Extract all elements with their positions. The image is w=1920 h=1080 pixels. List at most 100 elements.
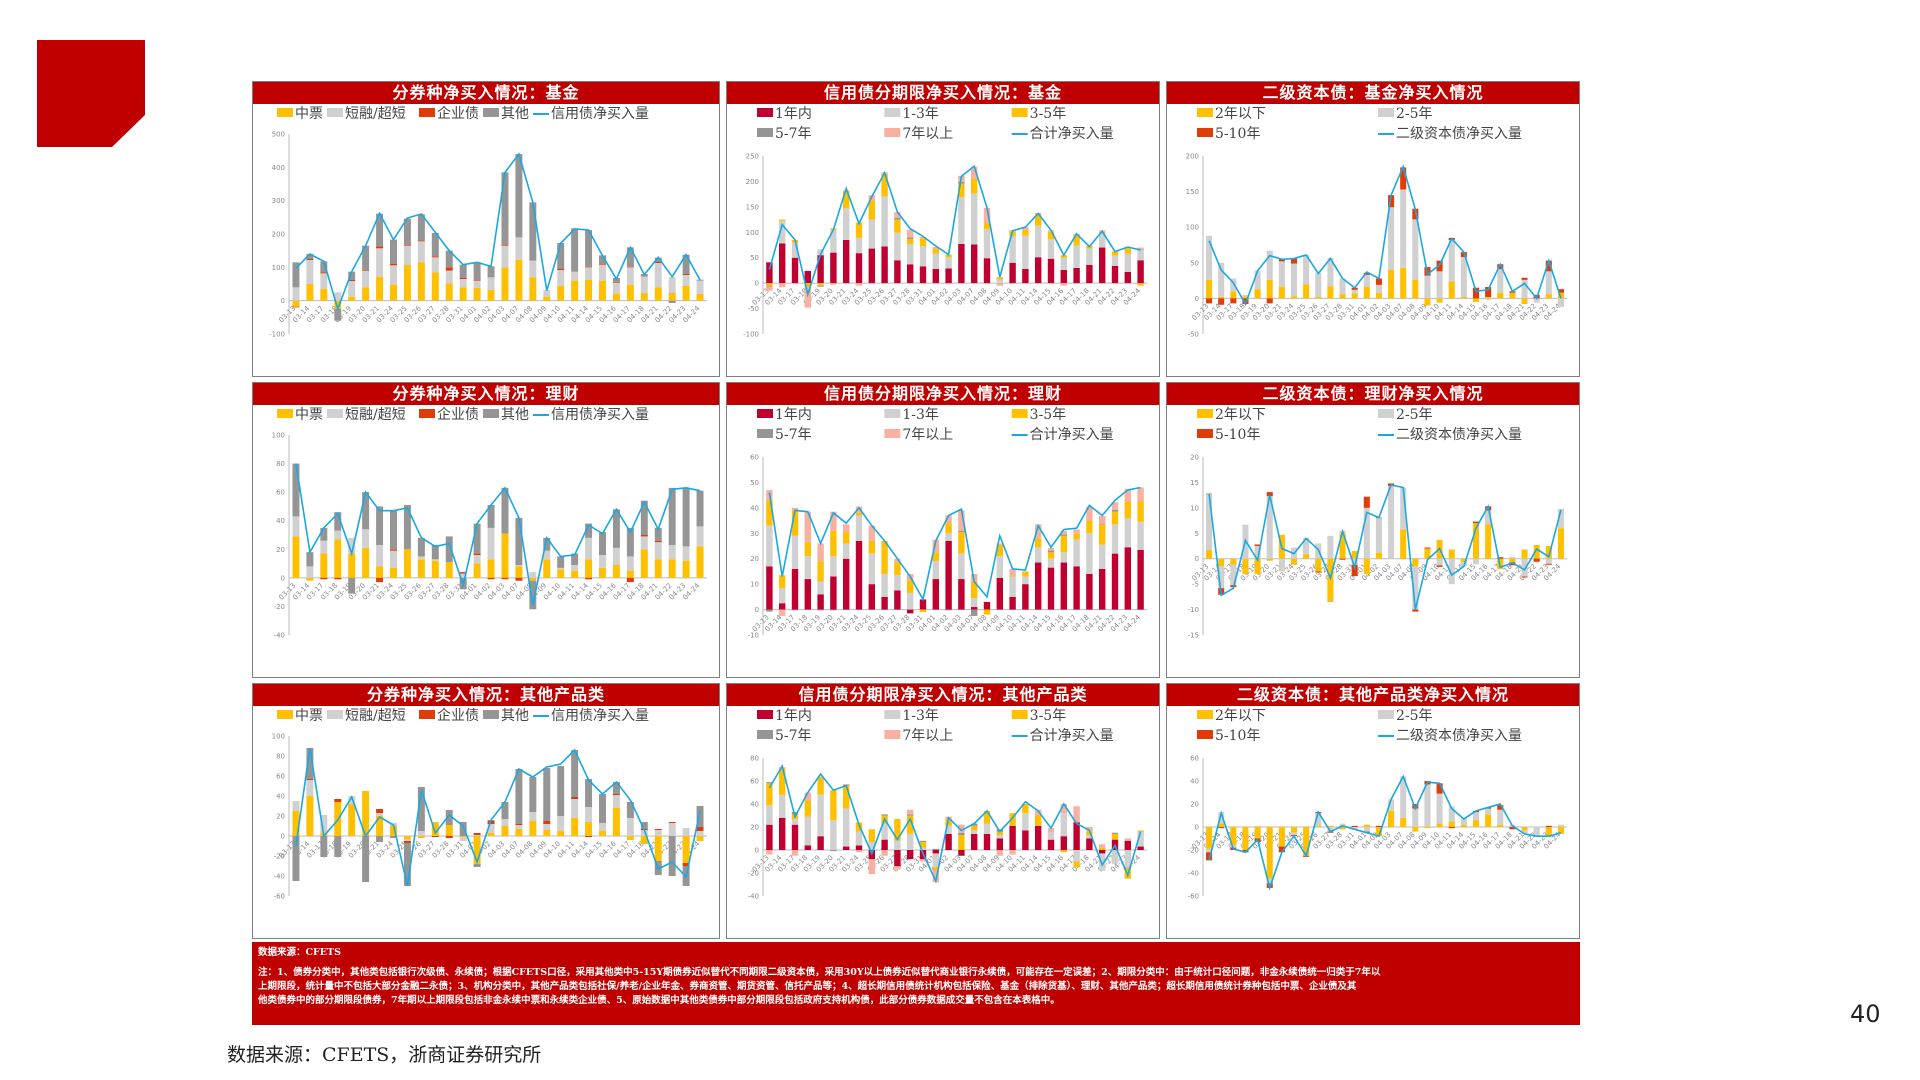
y-tick-label: 60 xyxy=(750,778,759,786)
bar-segment xyxy=(585,280,593,301)
bar-segment xyxy=(306,566,314,578)
total-net-buy-line xyxy=(768,486,1141,602)
bar-segment xyxy=(1363,824,1370,827)
legend-label: 5-10年 xyxy=(1215,427,1260,443)
bar-segment xyxy=(1206,298,1213,304)
bar-segment xyxy=(971,607,978,610)
bar-segment xyxy=(804,287,811,308)
bar-segment xyxy=(1086,520,1093,534)
bar-segment xyxy=(907,229,914,238)
bar-segment xyxy=(501,577,509,580)
bar-segment xyxy=(1022,229,1029,236)
y-tick-label: -40 xyxy=(274,632,285,640)
bar-segment xyxy=(945,825,952,834)
bar-segment xyxy=(1124,850,1131,868)
bar-segment xyxy=(971,244,978,284)
chart-panel: 信用债分期限净买入情况：理财 1年内 1-3年 3-5年 5-7年 7年以上 合计净买入量… xyxy=(726,382,1160,678)
legend-label: 合计净买入量 xyxy=(1030,126,1114,142)
bar-segment xyxy=(1375,292,1382,299)
bar-segment xyxy=(696,827,704,831)
bar-segment xyxy=(599,264,606,281)
bar-segment xyxy=(1400,529,1407,559)
bar-segment xyxy=(1022,235,1029,269)
bar-segment xyxy=(334,577,342,580)
bar-segment xyxy=(919,236,927,239)
y-tick-label: 0 xyxy=(755,847,759,855)
chart-svg: 中票 短融/超短 企业债 其他 信用债净买入量 -60 -40 -20 0 20 40 60 80 100… xyxy=(272,707,707,901)
y-tick-label: 5 xyxy=(1195,530,1199,538)
bar-segment xyxy=(626,267,634,285)
bar-segment xyxy=(1485,287,1492,297)
bar-segment xyxy=(1448,821,1455,827)
bar-segment xyxy=(682,487,690,547)
bar-segment xyxy=(557,567,565,570)
bar-segment xyxy=(376,213,384,247)
bar-segment xyxy=(932,870,939,883)
bar-segment xyxy=(390,284,397,301)
bar-segment xyxy=(1424,784,1431,827)
legend-label: 1年内 xyxy=(775,407,812,423)
bar-segment xyxy=(996,544,1003,557)
bar-segment xyxy=(668,823,676,836)
bar-segment xyxy=(1124,253,1131,272)
bar-segment xyxy=(1254,558,1261,574)
bar-segment xyxy=(640,293,648,301)
bar-segment xyxy=(515,237,523,260)
bar-segment xyxy=(1557,289,1564,293)
footnote-source: 数据来源：CFETS xyxy=(258,947,341,958)
y-tick-label: 100 xyxy=(746,229,759,237)
legend-label: 1-3年 xyxy=(902,708,939,724)
bar-segment xyxy=(881,823,888,840)
bar-segment xyxy=(791,850,799,856)
y-tick-label: 10 xyxy=(1190,504,1199,512)
bar-segment xyxy=(515,154,523,238)
bar-segment xyxy=(1047,839,1055,850)
bar-segment xyxy=(1375,278,1382,285)
bar-segment xyxy=(1124,271,1131,284)
y-tick-label: 60 xyxy=(750,454,759,462)
bar-segment xyxy=(403,549,411,578)
legend-swatch xyxy=(483,108,499,117)
bar-segment xyxy=(868,584,875,610)
legend-label: 5-10年 xyxy=(1215,728,1260,744)
bar-segment xyxy=(1060,269,1067,284)
bar-segment xyxy=(958,530,965,533)
bar-segment xyxy=(1254,546,1261,559)
bar-segment xyxy=(1436,558,1443,566)
bar-segment xyxy=(958,832,965,836)
bar-segment xyxy=(971,581,978,599)
bar-segment xyxy=(1303,537,1310,555)
bar-segment xyxy=(830,576,837,610)
bar-segment xyxy=(1327,286,1334,299)
bar-segment xyxy=(1060,534,1067,536)
bar-segment xyxy=(1266,298,1273,304)
legend-label: 中票 xyxy=(295,708,323,724)
legend-swatch xyxy=(1197,730,1213,739)
bar-segment xyxy=(1533,827,1540,837)
legend-swatch xyxy=(483,710,499,719)
bar-segment xyxy=(1290,832,1298,836)
bar-segment xyxy=(1363,558,1370,574)
bar-segment xyxy=(1254,289,1261,299)
bar-segment xyxy=(585,822,593,836)
bar-segment xyxy=(1218,812,1225,824)
bar-segment xyxy=(919,238,927,247)
y-tick-label: 400 xyxy=(272,164,285,172)
bar-segment xyxy=(696,836,704,841)
bar-segment xyxy=(1035,214,1042,226)
bar-segment xyxy=(971,830,978,834)
bar-segment xyxy=(417,241,425,263)
bar-segment xyxy=(843,190,850,209)
bar-segment xyxy=(1436,823,1443,827)
bar-segment xyxy=(1035,809,1042,816)
bar-segment xyxy=(376,248,384,277)
bar-segment xyxy=(1375,825,1382,827)
bar-segment xyxy=(1351,551,1358,559)
bar-segment xyxy=(1460,558,1467,563)
bar-segment xyxy=(529,777,537,812)
legend: 2年以下 2-5年 5-10年 二级资本债净买入量 xyxy=(1197,106,1522,142)
bar-segment xyxy=(376,545,384,567)
legend-swatch xyxy=(419,710,435,719)
bar-segment xyxy=(1073,806,1080,823)
bar-segment xyxy=(1111,502,1119,510)
